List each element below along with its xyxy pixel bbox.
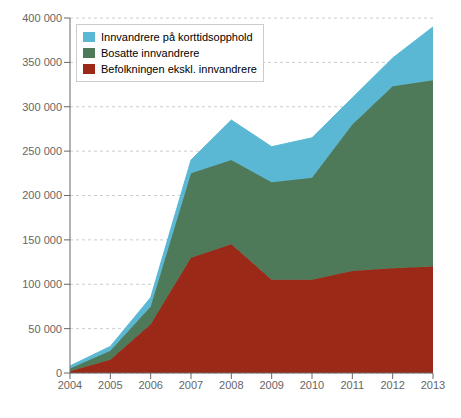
svg-text:2010: 2010 <box>300 379 324 391</box>
svg-text:2006: 2006 <box>138 379 162 391</box>
svg-text:2004: 2004 <box>58 379 82 391</box>
svg-text:2013: 2013 <box>421 379 445 391</box>
html-text:Befolkningen ekskl. innvandrer: Befolkningen ekskl. innvandrere <box>101 63 257 75</box>
svg-text:250 000: 250 000 <box>22 145 62 157</box>
html-text:Bosatte innvandrere: Bosatte innvandrere <box>101 47 200 59</box>
svg-text:300 000: 300 000 <box>22 101 62 113</box>
svg-text:2009: 2009 <box>259 379 283 391</box>
svg-text:50 000: 50 000 <box>28 323 62 335</box>
svg-text:150 000: 150 000 <box>22 234 62 246</box>
svg-text:2007: 2007 <box>179 379 203 391</box>
svg-text:2005: 2005 <box>98 379 122 391</box>
svg-text:400 000: 400 000 <box>22 12 62 24</box>
svg-text:2012: 2012 <box>380 379 404 391</box>
svg-text:2011: 2011 <box>341 379 365 391</box>
html-text:Innvandrere på korttidsopphold: Innvandrere på korttidsopphold <box>101 31 253 43</box>
svg-text:200 000: 200 000 <box>22 189 62 201</box>
svg-text:0: 0 <box>56 367 62 379</box>
svg-text:350 000: 350 000 <box>22 56 62 68</box>
svg-text:100 000: 100 000 <box>22 278 62 290</box>
svg-text:2008: 2008 <box>219 379 243 391</box>
